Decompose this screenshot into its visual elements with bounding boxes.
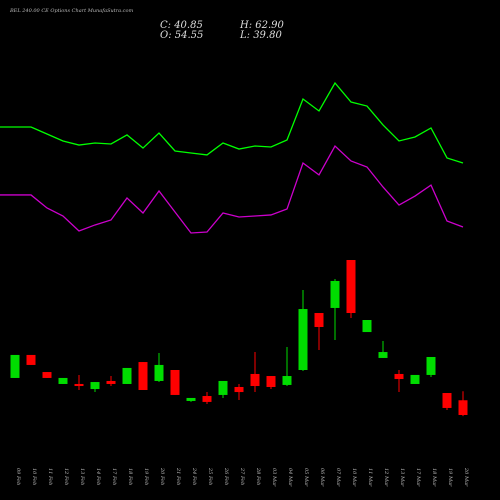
x-tick-label: 19 Mar xyxy=(447,468,453,487)
candle-body xyxy=(330,280,340,308)
candle-body xyxy=(74,383,84,387)
x-tick-label: 18 Feb xyxy=(127,468,133,485)
candle-body xyxy=(10,354,20,378)
candle-body xyxy=(346,260,356,314)
header-close: C: 40.85 xyxy=(160,20,203,31)
candle-body xyxy=(426,356,436,375)
candle-body xyxy=(58,377,68,384)
x-tick-label: 06 Mar xyxy=(319,468,325,487)
header-high: H: 62.90 xyxy=(239,20,285,31)
candle-body xyxy=(266,376,276,387)
candle-body xyxy=(170,370,180,395)
candle-body xyxy=(154,364,164,381)
x-tick-label: 17 Feb xyxy=(111,468,117,485)
header-open: O: 54.55 xyxy=(160,30,203,41)
x-tick-label: 05 Mar xyxy=(303,468,309,487)
candle-body xyxy=(282,376,292,385)
x-tick-label: 04 Mar xyxy=(287,468,293,487)
candle-body xyxy=(394,373,404,380)
candle-body xyxy=(202,396,212,402)
candle-body xyxy=(458,400,468,415)
x-tick-label: 10 Feb xyxy=(31,468,37,485)
candle-body xyxy=(410,374,420,384)
x-tick-label: 13 Feb xyxy=(79,468,85,485)
candle-body xyxy=(122,367,132,384)
x-tick-label: 11 Feb xyxy=(47,468,53,485)
x-tick-label: 26 Feb xyxy=(223,467,229,485)
candle-body xyxy=(234,386,244,393)
candle-body xyxy=(442,393,452,408)
candle-body xyxy=(42,372,52,378)
candle-body xyxy=(186,397,196,401)
x-tick-label: 09 Feb xyxy=(15,468,21,485)
indicator-line xyxy=(0,144,464,234)
x-tick-label: 10 Mar xyxy=(351,468,357,487)
x-tick-label: 28 Feb xyxy=(255,467,261,485)
header-low: L: 39.80 xyxy=(239,30,282,41)
x-tick-label: 12 Mar xyxy=(383,468,389,487)
x-tick-label: 20 Mar xyxy=(463,467,469,487)
x-tick-label: 14 Feb xyxy=(95,468,101,485)
candle-body xyxy=(90,382,100,390)
candle-body xyxy=(362,320,372,333)
x-tick-label: 19 Feb xyxy=(143,468,149,485)
x-tick-label: 13 Mar xyxy=(399,468,405,487)
candle-body xyxy=(138,362,148,390)
candle-body xyxy=(218,380,228,395)
candle-body xyxy=(314,313,324,327)
candle-body xyxy=(26,354,36,365)
x-tick-label: 12 Feb xyxy=(63,468,69,485)
x-tick-label: 20 Feb xyxy=(159,467,165,485)
candle-body xyxy=(378,352,388,358)
x-tick-label: 11 Mar xyxy=(367,468,373,487)
x-tick-label: 17 Mar xyxy=(415,468,421,487)
x-tick-label: 03 Mar xyxy=(271,468,277,487)
x-tick-label: 25 Feb xyxy=(207,467,213,485)
candle-body xyxy=(298,309,308,370)
x-tick-label: 18 Mar xyxy=(431,468,437,487)
x-tick-label: 07 Mar xyxy=(335,468,341,487)
candle-body xyxy=(106,380,116,384)
x-tick-label: 24 Feb xyxy=(191,467,197,485)
x-tick-label: 21 Feb xyxy=(175,467,181,485)
indicator-line xyxy=(0,81,464,164)
chart-title: BEL 240.00 CE Options Chart MunafaSutra.… xyxy=(9,8,133,14)
candle-body xyxy=(250,373,260,387)
x-tick-label: 27 Feb xyxy=(239,467,245,485)
